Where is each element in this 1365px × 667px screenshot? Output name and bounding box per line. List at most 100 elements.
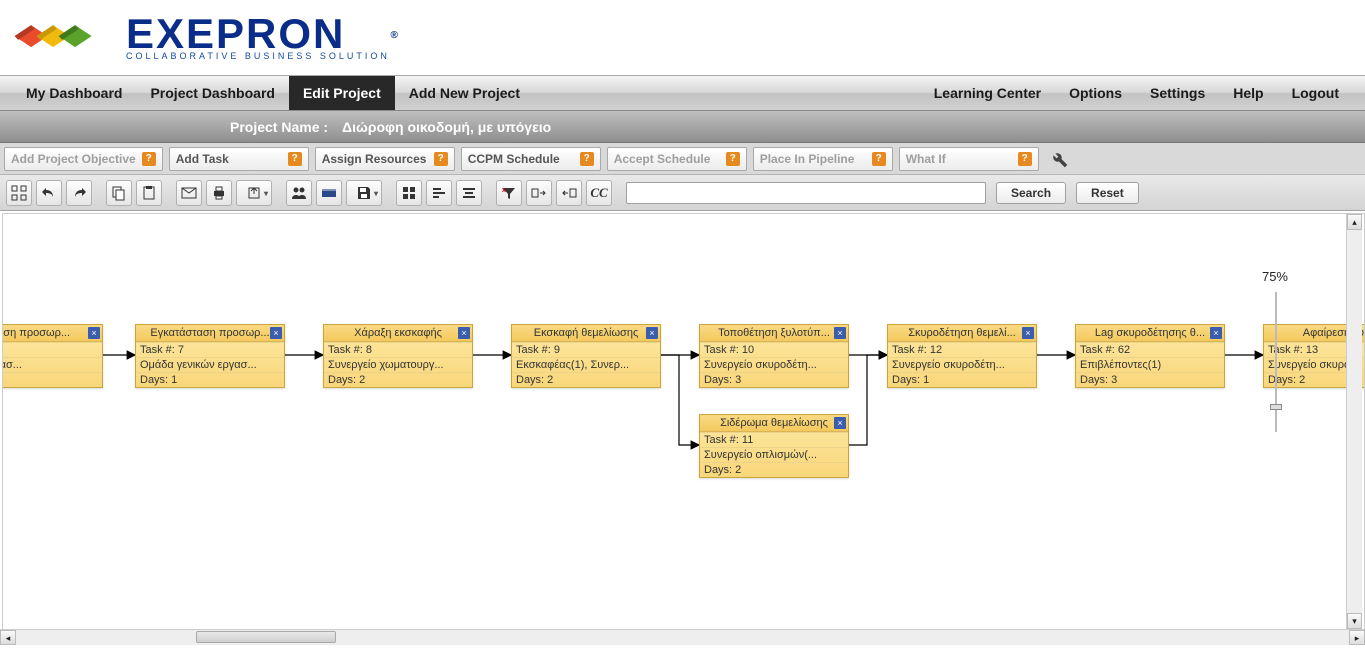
task-days: Days: 1 bbox=[136, 372, 284, 387]
gantt-icon[interactable] bbox=[426, 180, 452, 206]
export-icon[interactable] bbox=[236, 180, 272, 206]
tab-place-in-pipeline[interactable]: Place In Pipeline? bbox=[753, 147, 893, 171]
task-resource: Επιβλέποντες(1) bbox=[1076, 357, 1224, 372]
help-icon[interactable]: ? bbox=[872, 152, 886, 166]
close-icon[interactable]: × bbox=[646, 327, 658, 339]
vertical-scrollbar[interactable]: ▴ ▾ bbox=[1346, 214, 1362, 629]
copy-icon[interactable] bbox=[106, 180, 132, 206]
close-icon[interactable]: × bbox=[834, 417, 846, 429]
close-icon[interactable]: × bbox=[834, 327, 846, 339]
search-input[interactable] bbox=[626, 182, 986, 204]
help-icon[interactable]: ? bbox=[580, 152, 594, 166]
mail-icon[interactable] bbox=[176, 180, 202, 206]
filter-icon[interactable]: x bbox=[496, 180, 522, 206]
scroll-down-icon[interactable]: ▾ bbox=[1347, 613, 1362, 629]
task-card[interactable]: ×Τοποθέτηση ξυλοτύπ...Task #: 10Συνεργεί… bbox=[699, 324, 849, 388]
close-icon[interactable]: × bbox=[270, 327, 282, 339]
undo-icon[interactable] bbox=[36, 180, 62, 206]
tab-ccpm-schedule[interactable]: CCPM Schedule? bbox=[461, 147, 601, 171]
task-days: Days: 2 bbox=[700, 462, 848, 477]
nav-logout[interactable]: Logout bbox=[1278, 76, 1353, 110]
task-card[interactable]: ×Χάραξη εκσκαφήςTask #: 8Συνεργείο χωματ… bbox=[323, 324, 473, 388]
cc-icon[interactable]: CC bbox=[586, 180, 612, 206]
nav-my-dashboard[interactable]: My Dashboard bbox=[12, 76, 136, 110]
tab-add-task[interactable]: Add Task? bbox=[169, 147, 309, 171]
hscroll-thumb[interactable] bbox=[196, 631, 336, 643]
horizontal-scrollbar[interactable]: ◂ ▸ bbox=[0, 629, 1365, 645]
task-resource: Συνεργείο σκυροδέτη... bbox=[700, 357, 848, 372]
close-icon[interactable]: × bbox=[1022, 327, 1034, 339]
task-days: Days: 2 bbox=[512, 372, 660, 387]
link-out-icon[interactable] bbox=[526, 180, 552, 206]
help-icon[interactable]: ? bbox=[1018, 152, 1032, 166]
nav-settings[interactable]: Settings bbox=[1136, 76, 1219, 110]
task-card[interactable]: ×Εκσκαφή θεμελίωσηςTask #: 9Εκσκαφέας(1)… bbox=[511, 324, 661, 388]
task-resource: Συνεργείο σκυροδέτη... bbox=[888, 357, 1036, 372]
nav-project-dashboard[interactable]: Project Dashboard bbox=[136, 76, 288, 110]
task-resource: Συνεργείο χωματουργ... bbox=[324, 357, 472, 372]
task-number: Task #: 11 bbox=[700, 432, 848, 447]
nav-learning-center[interactable]: Learning Center bbox=[920, 76, 1055, 110]
task-days: Days: 1 bbox=[888, 372, 1036, 387]
task-number: Task #: bbox=[2, 342, 102, 357]
project-name-value: Διώροφη οικοδομή, με υπόγειο bbox=[342, 119, 551, 135]
scroll-right-icon[interactable]: ▸ bbox=[1349, 630, 1365, 645]
help-icon[interactable]: ? bbox=[726, 152, 740, 166]
close-icon[interactable]: × bbox=[88, 327, 100, 339]
task-number: Task #: 12 bbox=[888, 342, 1036, 357]
paste-icon[interactable] bbox=[136, 180, 162, 206]
task-title: σταση προσωρ... bbox=[2, 325, 102, 342]
task-card[interactable]: ×Εγκατάσταση προσωρ...Task #: 7Ομάδα γεν… bbox=[135, 324, 285, 388]
link-in-icon[interactable] bbox=[556, 180, 582, 206]
fit-icon[interactable] bbox=[6, 180, 32, 206]
nav-options[interactable]: Options bbox=[1055, 76, 1136, 110]
users-icon[interactable] bbox=[286, 180, 312, 206]
logo-text: EXEPRON® COLLABORATIVE BUSINESS SOLUTION bbox=[126, 15, 390, 61]
save-icon[interactable] bbox=[346, 180, 382, 206]
project-name-bar: Project Name : Διώροφη οικοδομή, με υπόγ… bbox=[0, 111, 1365, 143]
close-icon[interactable]: × bbox=[1210, 327, 1222, 339]
search-button[interactable]: Search bbox=[996, 182, 1066, 204]
tab-accept-schedule[interactable]: Accept Schedule? bbox=[607, 147, 747, 171]
tab-add-project-objective[interactable]: Add Project Objective? bbox=[4, 147, 163, 171]
help-icon[interactable]: ? bbox=[142, 152, 156, 166]
task-days: Days: 3 bbox=[700, 372, 848, 387]
logo-word: EXEPRON® bbox=[126, 15, 390, 53]
task-card[interactable]: ×Σιδέρωμα θεμελίωσηςTask #: 11Συνεργείο … bbox=[699, 414, 849, 478]
nav-edit-project[interactable]: Edit Project bbox=[289, 76, 395, 110]
task-card[interactable]: ×σταση προσωρ...Task #:ικών εργασ...Days… bbox=[2, 324, 103, 388]
help-icon[interactable]: ? bbox=[434, 152, 448, 166]
task-title: Lag σκυροδέτησης θ... bbox=[1076, 325, 1224, 342]
help-icon[interactable]: ? bbox=[288, 152, 302, 166]
print-icon[interactable] bbox=[206, 180, 232, 206]
task-title: Εκσκαφή θεμελίωσης bbox=[512, 325, 660, 342]
task-title: Σιδέρωμα θεμελίωσης bbox=[700, 415, 848, 432]
diagram-canvas[interactable]: ×σταση προσωρ...Task #:ικών εργασ...Days… bbox=[3, 214, 1364, 629]
close-icon[interactable]: × bbox=[458, 327, 470, 339]
task-days: Days: 2 bbox=[324, 372, 472, 387]
card-icon[interactable] bbox=[316, 180, 342, 206]
zoom-slider[interactable] bbox=[1268, 292, 1284, 432]
redo-icon[interactable] bbox=[66, 180, 92, 206]
task-resource: Συνεργείο οπλισμών(... bbox=[700, 447, 848, 462]
nav-add-new-project[interactable]: Add New Project bbox=[395, 76, 534, 110]
align-icon[interactable] bbox=[456, 180, 482, 206]
wrench-icon[interactable] bbox=[1049, 149, 1069, 169]
tab-what-if[interactable]: What If? bbox=[899, 147, 1039, 171]
svg-text:x: x bbox=[502, 187, 506, 194]
workflow-tabs: Add Project Objective?Add Task?Assign Re… bbox=[0, 143, 1365, 175]
task-title: Εγκατάσταση προσωρ... bbox=[136, 325, 284, 342]
scroll-left-icon[interactable]: ◂ bbox=[0, 630, 16, 645]
task-title: Τοποθέτηση ξυλοτύπ... bbox=[700, 325, 848, 342]
logo-icon bbox=[10, 8, 120, 68]
task-card[interactable]: ×Σκυροδέτηση θεμελί...Task #: 12Συνεργεί… bbox=[887, 324, 1037, 388]
grid-icon[interactable] bbox=[396, 180, 422, 206]
task-title: Σκυροδέτηση θεμελί... bbox=[888, 325, 1036, 342]
tab-assign-resources[interactable]: Assign Resources? bbox=[315, 147, 455, 171]
reset-button[interactable]: Reset bbox=[1076, 182, 1139, 204]
diagram-canvas-wrap: ×σταση προσωρ...Task #:ικών εργασ...Days… bbox=[2, 213, 1365, 630]
task-number: Task #: 62 bbox=[1076, 342, 1224, 357]
task-card[interactable]: ×Lag σκυροδέτησης θ...Task #: 62Επιβλέπο… bbox=[1075, 324, 1225, 388]
scroll-up-icon[interactable]: ▴ bbox=[1347, 214, 1362, 230]
nav-help[interactable]: Help bbox=[1219, 76, 1277, 110]
